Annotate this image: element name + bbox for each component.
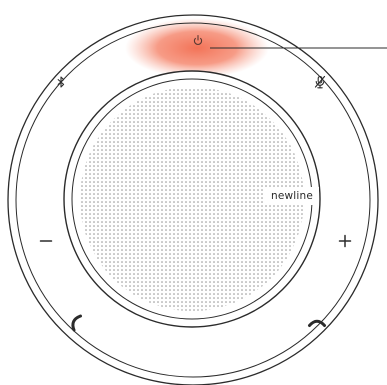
phone-answer-icon: [71, 314, 82, 332]
plus-icon: [338, 234, 352, 248]
mic-mute-button[interactable]: [314, 75, 326, 89]
outer-ring-inner: [15, 22, 371, 378]
power-button[interactable]: [193, 34, 203, 45]
bluetooth-button[interactable]: [57, 76, 65, 88]
hang-up-button[interactable]: [308, 319, 326, 327]
outer-ring: [7, 14, 379, 385]
microphone-muted-icon: [314, 75, 326, 89]
answer-call-button[interactable]: [71, 314, 82, 332]
brand-wordmark: newline: [265, 187, 319, 205]
volume-up-button[interactable]: [338, 234, 352, 248]
power-glow: [125, 18, 269, 78]
power-icon: [193, 34, 203, 45]
bluetooth-icon: [57, 76, 65, 88]
phone-hangup-icon: [308, 319, 326, 327]
